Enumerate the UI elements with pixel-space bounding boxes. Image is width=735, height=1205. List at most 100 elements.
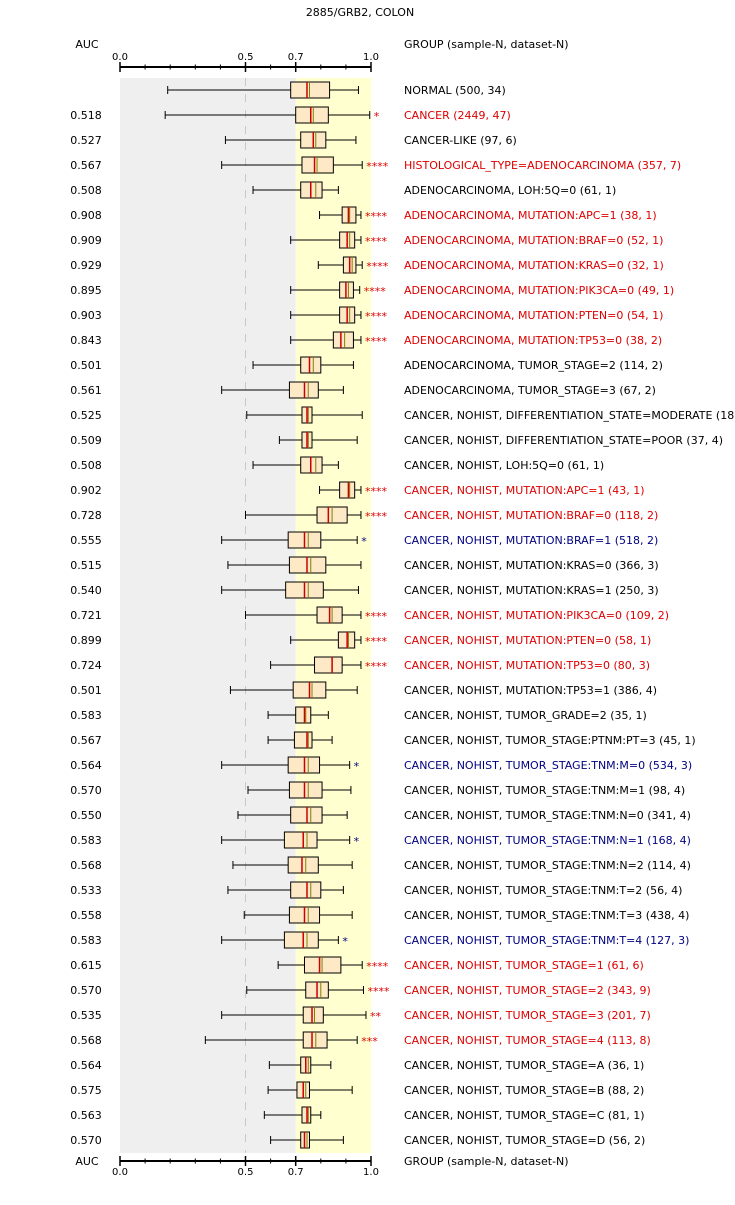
chart-row: 0.567 CANCER, NOHIST, TUMOR_STAGE:PTNM:PT… (70, 731, 696, 749)
axis-tick-label: 1.0 (363, 1167, 379, 1178)
group-label: CANCER, NOHIST, TUMOR_STAGE=1 (61, 6) (404, 959, 644, 972)
significance-stars: * (354, 760, 360, 773)
chart-row: 0.903 **** ADENOCARCINOMA, MUTATION:PTEN=0… (70, 306, 663, 324)
auc-value: 0.909 (70, 234, 102, 247)
significance-stars: * (354, 835, 360, 848)
axis-tick-label: 0.0 (112, 52, 128, 63)
group-label: CANCER, NOHIST, MUTATION:TP53=0 (80, 3) (404, 659, 650, 672)
significance-stars: **** (365, 635, 388, 648)
auc-value: 0.563 (70, 1109, 102, 1122)
group-label: CANCER, NOHIST, LOH:5Q=0 (61, 1) (404, 459, 604, 472)
significance-stars: **** (366, 260, 389, 273)
chart-row: 0.583 * CANCER, NOHIST, TUMOR_STAGE:TNM:T=… (70, 931, 689, 949)
chart-row: 0.508 CANCER, NOHIST, LOH:5Q=0 (61, 1) (70, 456, 604, 474)
axis-tick-label: 0.0 (112, 1167, 128, 1178)
auc-value: 0.908 (70, 209, 102, 222)
auc-value: 0.533 (70, 884, 102, 897)
group-label: ADENOCARCINOMA, TUMOR_STAGE=3 (67, 2) (404, 384, 656, 397)
significance-stars: **** (366, 960, 389, 973)
chart-row: 0.575 CANCER, NOHIST, TUMOR_STAGE=B (88, … (70, 1081, 644, 1099)
group-label: ADENOCARCINOMA, MUTATION:APC=1 (38, 1) (404, 209, 657, 222)
chart-row: 0.550 CANCER, NOHIST, TUMOR_STAGE:TNM:N=0… (70, 806, 691, 824)
auc-value: 0.728 (70, 509, 102, 522)
iqr-box (314, 656, 343, 674)
significance-stars: **** (365, 485, 388, 498)
chart-row: 0.570 CANCER, NOHIST, TUMOR_STAGE:TNM:M=1… (70, 781, 685, 799)
auc-value: 0.527 (70, 134, 102, 147)
axis-tick-label: 0.7 (288, 1167, 304, 1178)
group-label: CANCER, NOHIST, TUMOR_STAGE:TNM:N=0 (341… (404, 809, 691, 822)
auc-value: 0.583 (70, 934, 102, 947)
chart-row: 0.570 CANCER, NOHIST, TUMOR_STAGE=D (56, … (70, 1131, 645, 1149)
chart-title: 2885/GRB2, COLON (306, 6, 414, 19)
iqr-box (339, 481, 356, 499)
auc-value: 0.929 (70, 259, 102, 272)
auc-value: 0.501 (70, 359, 102, 372)
auc-value: 0.568 (70, 1034, 102, 1047)
group-label: ADENOCARCINOMA, MUTATION:KRAS=0 (32, 1) (404, 259, 664, 272)
significance-stars: **** (365, 610, 388, 623)
significance-stars: **** (365, 510, 388, 523)
chart-row: 0.518 * CANCER (2449, 47) (70, 106, 511, 124)
chart-row: 0.843 **** ADENOCARCINOMA, MUTATION:TP53=0… (70, 331, 662, 349)
iqr-box (301, 156, 334, 174)
auc-value: 0.561 (70, 384, 102, 397)
iqr-box (288, 781, 323, 799)
chart-row: 0.527 CANCER-LIKE (97, 6) (70, 131, 517, 149)
chart-row: 0.501 ADENOCARCINOMA, TUMOR_STAGE=2 (114,… (70, 356, 663, 374)
group-label: CANCER, NOHIST, MUTATION:BRAF=0 (118, 2) (404, 509, 658, 522)
iqr-box (290, 81, 331, 99)
chart-row: NORMAL (500, 34) (167, 81, 506, 99)
chart-row: 0.515 CANCER, NOHIST, MUTATION:KRAS=0 (36… (70, 556, 659, 574)
auc-value: 0.550 (70, 809, 102, 822)
chart-row: 0.501 CANCER, NOHIST, MUTATION:TP53=1 (38… (70, 681, 657, 699)
chart-row: 0.929 **** ADENOCARCINOMA, MUTATION:KRAS=0… (70, 256, 664, 274)
auc-value: 0.518 (70, 109, 102, 122)
group-label: ADENOCARCINOMA, TUMOR_STAGE=2 (114, 2) (404, 359, 663, 372)
iqr-box (302, 1006, 324, 1024)
auc-value: 0.570 (70, 984, 102, 997)
group-label: CANCER, NOHIST, TUMOR_STAGE=4 (113, 8) (404, 1034, 651, 1047)
group-label: ADENOCARCINOMA, MUTATION:PIK3CA=0 (49, 1… (404, 284, 674, 297)
x-axis-top: 0.0 0.5 0.7 1.0 (112, 52, 379, 72)
chart-row: 0.615 **** CANCER, NOHIST, TUMOR_STAGE=1 (… (70, 956, 644, 974)
chart-row: 0.899 **** CANCER, NOHIST, MUTATION:PTEN=0… (70, 631, 651, 649)
chart-row: 0.564 CANCER, NOHIST, TUMOR_STAGE=A (36, … (70, 1056, 644, 1074)
auc-value: 0.525 (70, 409, 102, 422)
group-label: CANCER, NOHIST, TUMOR_STAGE=D (56, 2) (404, 1134, 645, 1147)
significance-stars: * (374, 110, 380, 123)
chart-row: 0.568 CANCER, NOHIST, TUMOR_STAGE:TNM:N=2… (70, 856, 691, 874)
significance-stars: **** (365, 235, 388, 248)
group-label: CANCER, NOHIST, MUTATION:APC=1 (43, 1) (404, 484, 645, 497)
auc-value: 0.583 (70, 834, 102, 847)
chart-row: 0.540 CANCER, NOHIST, MUTATION:KRAS=1 (25… (70, 581, 659, 599)
iqr-box (293, 731, 313, 749)
auc-value: 0.567 (70, 159, 102, 172)
iqr-box (302, 1031, 328, 1049)
significance-stars: **** (364, 285, 387, 298)
axis-tick-label: 0.7 (288, 52, 304, 63)
auc-value: 0.501 (70, 684, 102, 697)
group-label: CANCER, NOHIST, DIFFERENTIATION_STATE=MO… (404, 409, 735, 422)
group-label: CANCER (2449, 47) (404, 109, 511, 122)
iqr-box (287, 856, 319, 874)
chart-row: 0.908 **** ADENOCARCINOMA, MUTATION:APC=1 … (70, 206, 657, 224)
significance-stars: * (361, 535, 367, 548)
group-label: CANCER, NOHIST, TUMOR_STAGE=2 (343, 9) (404, 984, 651, 997)
auc-value: 0.724 (70, 659, 102, 672)
auc-value: 0.509 (70, 434, 102, 447)
chart-row: 0.558 CANCER, NOHIST, TUMOR_STAGE:TNM:T=3… (70, 906, 689, 924)
group-label: CANCER, NOHIST, TUMOR_STAGE:TNM:N=1 (168… (404, 834, 691, 847)
group-label: NORMAL (500, 34) (404, 84, 506, 97)
chart-row: 0.909 **** ADENOCARCINOMA, MUTATION:BRAF=0… (70, 231, 663, 249)
significance-stars: **** (365, 660, 388, 673)
auc-value: 0.535 (70, 1009, 102, 1022)
chart-row: 0.563 CANCER, NOHIST, TUMOR_STAGE=C (81, … (70, 1106, 644, 1124)
group-label: CANCER-LIKE (97, 6) (404, 134, 517, 147)
significance-stars: **** (367, 985, 390, 998)
group-label: ADENOCARCINOMA, LOH:5Q=0 (61, 1) (404, 184, 616, 197)
chart-row: 0.561 ADENOCARCINOMA, TUMOR_STAGE=3 (67, … (70, 381, 656, 399)
chart-row: 0.583 * CANCER, NOHIST, TUMOR_STAGE:TNM:N=… (70, 831, 691, 849)
auc-value: 0.555 (70, 534, 102, 547)
